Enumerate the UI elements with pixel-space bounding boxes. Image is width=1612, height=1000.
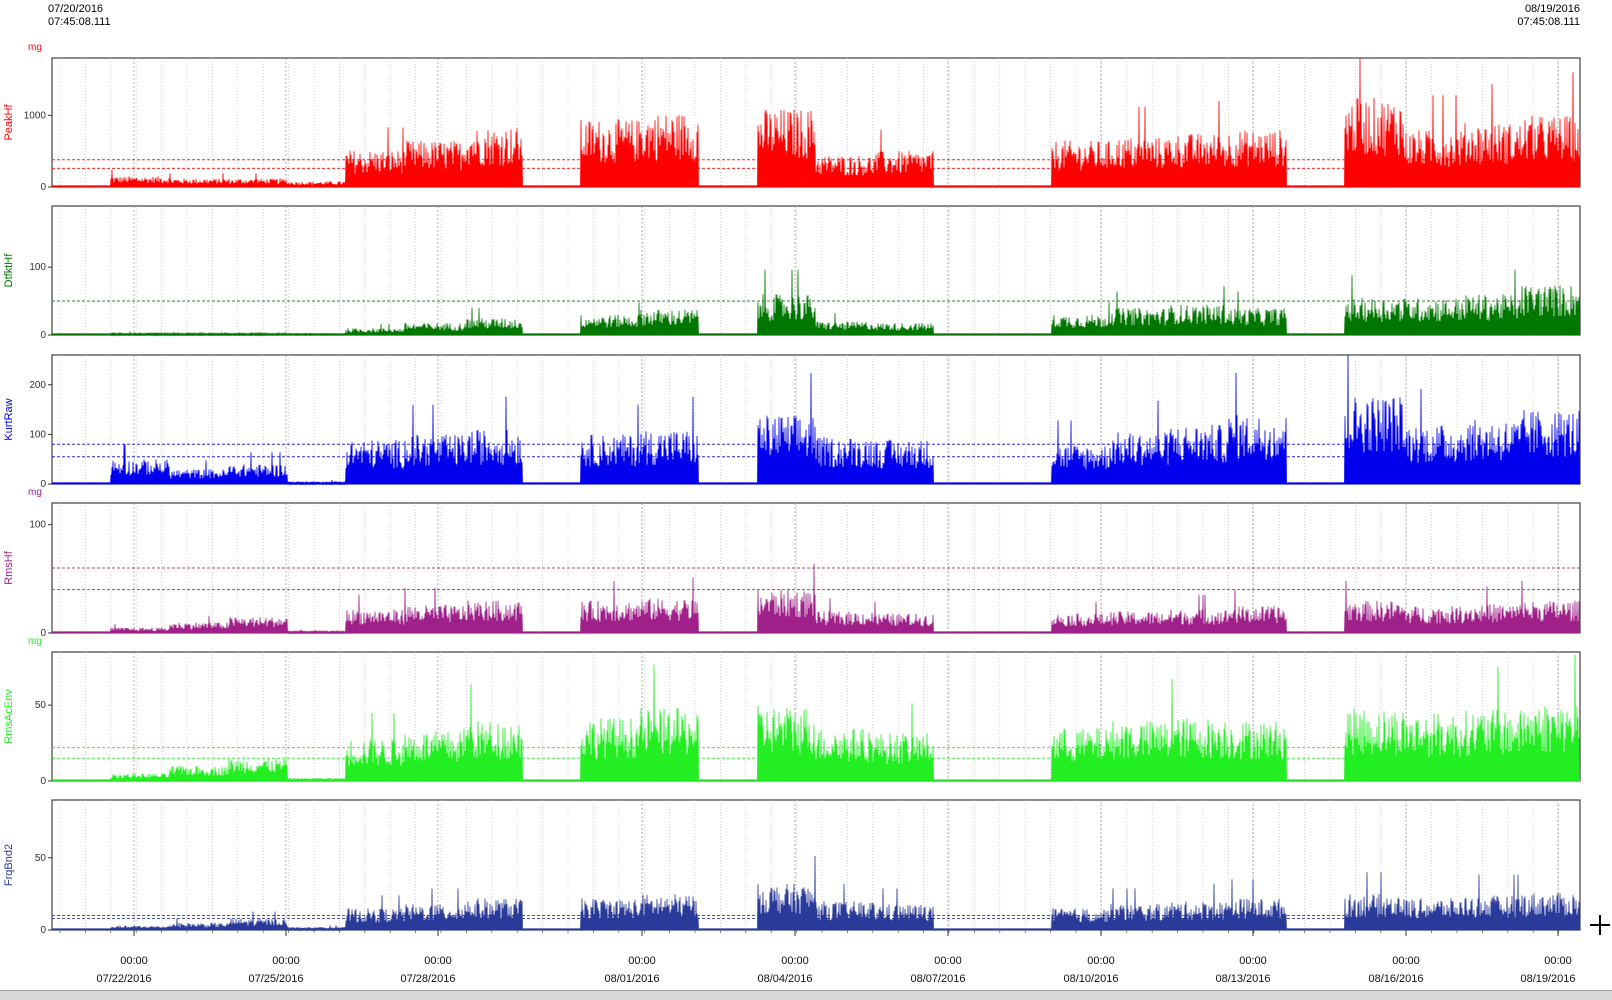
panel-frqbnd2: 0 50 FrqBnd2 bbox=[3, 799, 1581, 936]
x-tick-date: 07/28/2016 bbox=[400, 973, 455, 985]
x-axis: 00:00 07/22/2016 00:00 07/25/2016 00:00 07/28… bbox=[59, 930, 1576, 985]
x-tick-time: 00:00 bbox=[628, 955, 656, 967]
start-date: 07/20/2016 bbox=[48, 3, 104, 15]
x-tick-time: 00:00 bbox=[1392, 955, 1420, 967]
y-axis-title: KurtRaw bbox=[3, 398, 15, 440]
panel-frame bbox=[51, 205, 1581, 336]
y-tick-label: 100 bbox=[29, 429, 46, 440]
x-tick-date: 08/19/2016 bbox=[1520, 973, 1575, 985]
panel-peakhf: 0 1000 mg PeakHf bbox=[3, 42, 1581, 193]
x-tick-date: 08/01/2016 bbox=[604, 973, 659, 985]
y-tick-label: 0 bbox=[40, 479, 46, 490]
y-axis-title: RmsAcEnv bbox=[3, 689, 15, 744]
panel-dtfkthf: 0 100 DtfktHf bbox=[3, 205, 1581, 341]
x-tick-time: 00:00 bbox=[1544, 955, 1572, 967]
start-timestamp: 07/20/2016 07:45:08.111 bbox=[48, 3, 111, 29]
y-axis-title: RmsHf bbox=[3, 550, 15, 585]
y-axis-title: FrqBnd2 bbox=[3, 844, 15, 886]
y-tick-label: 0 bbox=[40, 182, 46, 193]
y-tick-label: 0 bbox=[40, 330, 46, 341]
panel-rmsacenv: 0 50 mg RmsAcEnv bbox=[3, 636, 1581, 787]
y-tick-label: 100 bbox=[29, 262, 46, 273]
x-tick-date: 08/16/2016 bbox=[1368, 973, 1423, 985]
y-tick-label: 50 bbox=[35, 700, 47, 711]
panel-frame bbox=[51, 502, 1581, 634]
unit-label: mg bbox=[28, 636, 42, 647]
y-axis-title: DtfktHf bbox=[3, 253, 15, 288]
x-tick-date: 08/10/2016 bbox=[1063, 973, 1118, 985]
end-time: 07:45:08.111 bbox=[1517, 16, 1580, 28]
x-tick-time: 00:00 bbox=[1087, 955, 1115, 967]
x-tick-date: 07/22/2016 bbox=[96, 973, 151, 985]
y-tick-label: 0 bbox=[40, 925, 46, 936]
x-tick-date: 07/25/2016 bbox=[248, 973, 303, 985]
y-axis-title: PeakHf bbox=[3, 104, 15, 141]
x-tick-date: 08/04/2016 bbox=[757, 973, 812, 985]
x-tick-date: 08/13/2016 bbox=[1215, 973, 1270, 985]
end-timestamp: 08/19/2016 07:45:08.111 bbox=[1517, 3, 1580, 29]
end-date: 08/19/2016 bbox=[1524, 3, 1580, 15]
x-tick-time: 00:00 bbox=[781, 955, 809, 967]
y-tick-label: 100 bbox=[29, 520, 46, 531]
x-tick-time: 00:00 bbox=[934, 955, 962, 967]
x-tick-time: 00:00 bbox=[120, 955, 148, 967]
panel-frame bbox=[51, 57, 1581, 188]
y-tick-label: 0 bbox=[40, 776, 46, 787]
y-tick-label: 50 bbox=[35, 853, 47, 864]
panel-rmshf: 0 100 mg RmsHf bbox=[3, 487, 1581, 639]
series-peakhf bbox=[52, 57, 1580, 188]
status-bar bbox=[0, 990, 1612, 1000]
x-tick-time: 00:00 bbox=[424, 955, 452, 967]
crosshair-cursor-icon bbox=[1590, 915, 1610, 935]
x-tick-time: 00:00 bbox=[272, 955, 300, 967]
y-tick-label: 1000 bbox=[24, 110, 47, 121]
x-tick-time: 00:00 bbox=[1239, 955, 1267, 967]
y-tick-label: 0 bbox=[40, 628, 46, 639]
start-time: 07:45:08.111 bbox=[48, 16, 111, 28]
x-tick-date: 08/07/2016 bbox=[910, 973, 965, 985]
panel-kurtraw: 0 100 200 KurtRaw bbox=[3, 354, 1581, 490]
y-tick-label: 200 bbox=[29, 380, 46, 391]
unit-label: mg bbox=[28, 42, 42, 53]
unit-label: mg bbox=[28, 487, 42, 498]
